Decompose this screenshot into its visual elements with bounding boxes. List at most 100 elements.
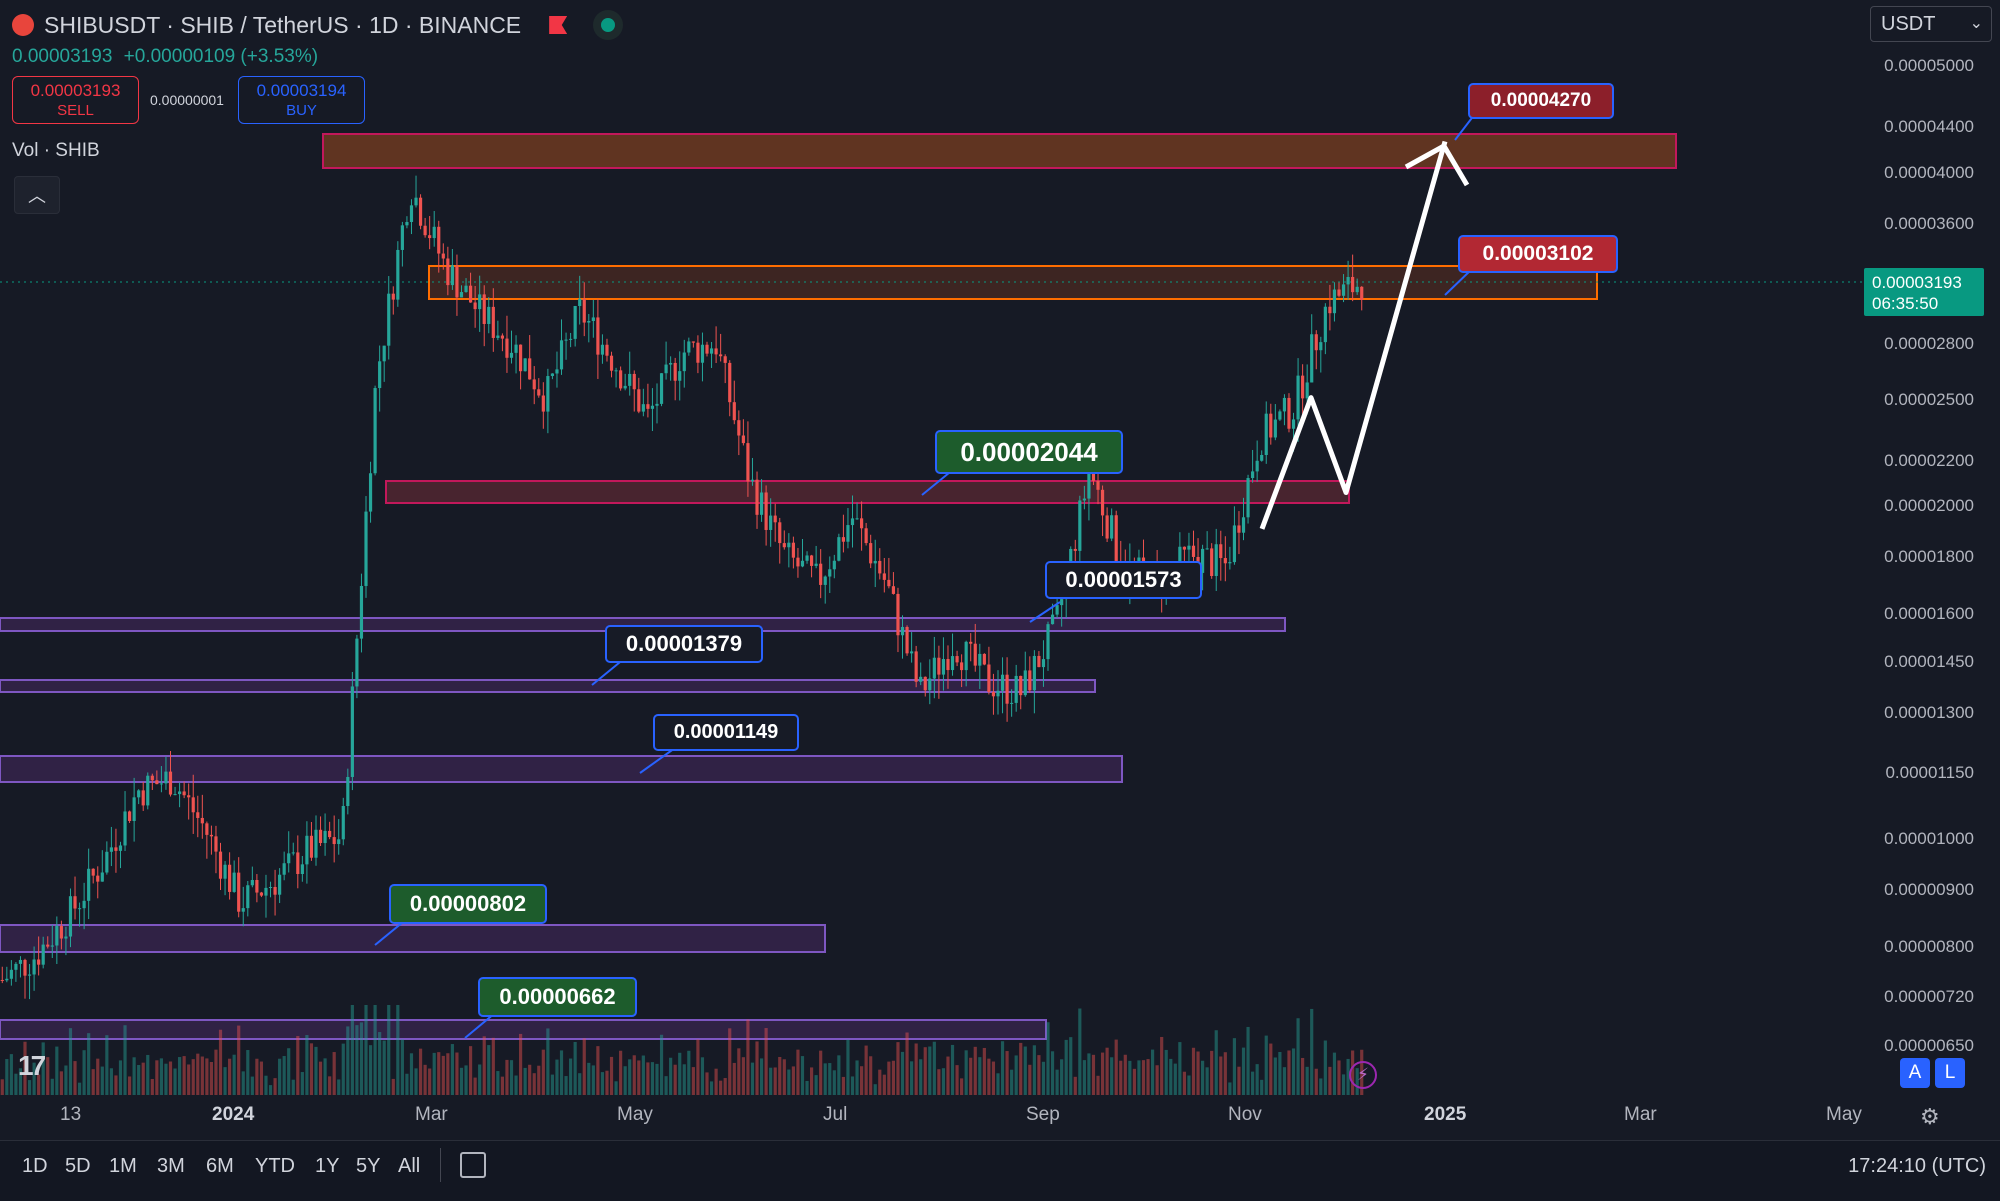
time-tick: 13	[60, 1104, 82, 1125]
candle	[46, 936, 50, 949]
price-tag-1149[interactable]: 0.00001149	[653, 714, 799, 751]
price-tag-4270[interactable]: 0.00004270	[1468, 83, 1614, 119]
candle	[969, 633, 973, 662]
candle	[1082, 485, 1086, 510]
volume-bar	[659, 1034, 664, 1095]
volume-bar	[291, 1079, 295, 1095]
price-tick: 0.00002200	[1884, 451, 1974, 470]
price-tick: 0.00001600	[1884, 604, 1974, 623]
price-tag-1573[interactable]: 0.00001573	[1045, 561, 1202, 599]
candle	[673, 357, 677, 401]
volume-bar	[1314, 1068, 1318, 1095]
candle	[541, 382, 545, 429]
volume-bar	[77, 1082, 82, 1095]
volume-bar	[100, 1066, 104, 1095]
volume-bar	[855, 1060, 859, 1095]
volume-bar	[455, 1052, 459, 1095]
volume-bar	[719, 1080, 723, 1095]
market-open-icon	[593, 10, 624, 40]
volume-bar	[1010, 1069, 1014, 1095]
collapse-legend-button[interactable]: ︿	[14, 176, 60, 214]
volume-bar	[1282, 1067, 1287, 1095]
symbol-header[interactable]: SHIBUSDT · SHIB / TetherUS · 1D · BINANC…	[12, 10, 624, 40]
zone-upper-resistance[interactable]	[428, 265, 1598, 300]
candle	[455, 254, 459, 316]
volume-indicator-label[interactable]: Vol · SHIB	[12, 140, 100, 161]
candle	[37, 936, 41, 976]
volume-bar	[500, 1076, 504, 1095]
volume-bar	[118, 1060, 123, 1095]
price-tag-3102[interactable]: 0.00003102	[1458, 235, 1618, 273]
candle	[291, 842, 295, 856]
candle	[64, 926, 68, 956]
candle	[973, 623, 977, 672]
volume-bar	[737, 1048, 741, 1095]
volume-bar	[182, 1056, 186, 1095]
buy-button[interactable]: 0.00003194 BUY	[238, 76, 365, 124]
flag-icon[interactable]	[549, 16, 568, 34]
volume-bar	[782, 1059, 786, 1095]
gear-icon[interactable]: ⚙	[1920, 1104, 1940, 1129]
currency-select[interactable]: USDT ⌄	[1870, 6, 1992, 42]
volume-bar	[973, 1046, 977, 1095]
volume-bar	[205, 1058, 209, 1095]
zone-top-resistance[interactable]	[322, 133, 1677, 169]
candle	[728, 360, 732, 417]
price-tag-662[interactable]: 0.00000662	[478, 977, 637, 1017]
candle	[860, 501, 864, 551]
range-button-5d[interactable]: 5D	[65, 1155, 91, 1177]
range-button-6m[interactable]: 6M	[206, 1155, 234, 1177]
calendar-icon[interactable]	[460, 1152, 486, 1178]
candle	[1037, 651, 1041, 668]
candle	[337, 819, 341, 855]
volume-bar	[850, 1076, 855, 1095]
volume-bar	[841, 1076, 845, 1095]
zone-support-662[interactable]	[0, 1019, 1047, 1040]
range-button-5y[interactable]: 5Y	[356, 1155, 381, 1177]
volume-bar	[950, 1044, 955, 1095]
zone-support-1379[interactable]	[0, 679, 1096, 693]
candle	[910, 632, 914, 663]
zone-support-1149[interactable]	[0, 755, 1123, 783]
volume-bar	[318, 1061, 323, 1095]
range-button-1m[interactable]: 1M	[109, 1155, 137, 1177]
candle	[687, 337, 691, 356]
volume-bar	[400, 1039, 404, 1095]
volume-bar	[1273, 1057, 1277, 1095]
range-button-all[interactable]: All	[398, 1155, 421, 1177]
candle	[59, 920, 63, 950]
range-button-1d[interactable]: 1D	[22, 1155, 48, 1177]
range-button-1y[interactable]: 1Y	[315, 1155, 340, 1177]
zone-mid-resistance[interactable]	[385, 480, 1350, 504]
candle	[32, 946, 36, 991]
volume-bar	[473, 1077, 477, 1095]
candle	[1210, 543, 1214, 579]
candle	[414, 175, 418, 208]
sell-button[interactable]: 0.00003193 SELL	[12, 76, 139, 124]
range-button-ytd[interactable]: YTD	[255, 1155, 295, 1177]
auto-scale-button[interactable]: A	[1900, 1058, 1930, 1088]
price-tag-2044[interactable]: 0.00002044	[935, 430, 1123, 474]
volume-bar	[832, 1070, 836, 1095]
candle	[982, 653, 986, 666]
volume-bar	[168, 1061, 173, 1095]
utc-clock[interactable]: 17:24:10 (UTC)	[1848, 1155, 1986, 1177]
projection-arrow[interactable]	[1259, 140, 1448, 530]
volume-bar	[1087, 1053, 1091, 1095]
lightning-icon[interactable]: ⚡	[1349, 1061, 1377, 1089]
time-tick: May	[1826, 1104, 1862, 1125]
volume-bar	[987, 1058, 991, 1095]
price-tag-802[interactable]: 0.00000802	[389, 884, 547, 924]
volume-bar	[387, 1005, 391, 1095]
candle	[1255, 440, 1259, 482]
volume-bar	[896, 1042, 900, 1095]
tradingview-logo-icon[interactable]: 17	[18, 1050, 46, 1081]
candle	[914, 645, 918, 688]
range-button-3m[interactable]: 3M	[157, 1155, 185, 1177]
candle	[582, 282, 586, 337]
zone-support-802[interactable]	[0, 924, 826, 953]
price-tag-1379[interactable]: 0.00001379	[605, 625, 763, 663]
log-scale-button[interactable]: L	[1935, 1058, 1965, 1088]
candle	[1028, 656, 1032, 693]
